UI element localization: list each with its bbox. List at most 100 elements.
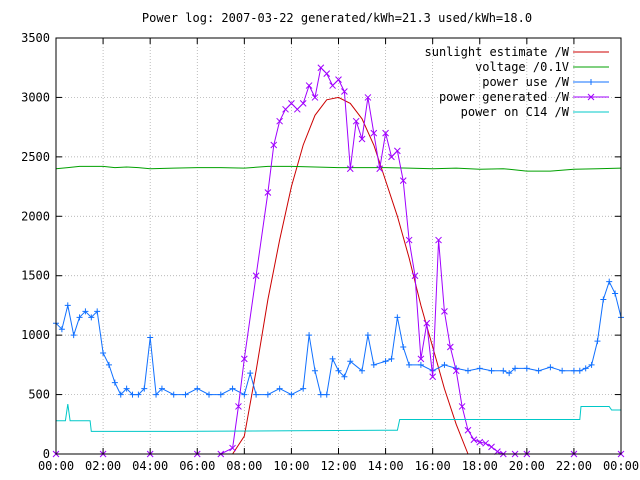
y-axis: 0 500 1000 1500 2000 2500 3000 3500 [21,31,621,461]
data-point [394,147,401,155]
data-point [141,385,148,392]
data-point [229,444,236,452]
data-point [606,278,613,285]
data-point [582,365,589,372]
x-tick-label: 04:00 [132,459,168,473]
data-point [417,361,424,368]
chart-title: Power log: 2007-03-22 generated/kWh=21.3… [142,11,532,25]
data-point [612,290,619,297]
data-point [206,391,213,398]
series-layer [52,64,625,458]
data-point [158,385,165,392]
data-point [370,129,378,137]
x-tick-label: 18:00 [462,459,498,473]
data-point [76,314,83,321]
data-point [594,338,601,345]
data-point [559,367,566,374]
data-point [335,76,342,83]
data-point [299,100,307,107]
data-point [264,391,271,398]
x-tick-label: 14:00 [368,459,404,473]
series-voltage-0-1v [55,165,622,172]
data-point [129,391,136,398]
x-tick-label: 00:00 [38,459,74,473]
series-power-on-c14-w [56,404,621,432]
data-point [323,70,331,78]
data-point [305,82,313,89]
data-point [482,439,489,447]
data-point [306,332,313,339]
data-point [352,117,360,125]
data-point [364,94,372,101]
x-tick-label: 16:00 [415,459,451,473]
data-point [240,355,248,363]
data-point [323,391,330,398]
data-point [194,385,201,392]
data-point [500,367,507,374]
data-point [358,135,366,143]
data-point [311,94,319,101]
data-point [182,391,189,398]
x-tick-label: 00:00 [603,459,639,473]
data-point [406,361,413,368]
data-point [300,385,307,392]
data-point [423,319,431,327]
data-point [247,370,254,377]
data-point [600,296,607,303]
legend-label: sunlight estimate /W [425,45,570,59]
data-point [270,141,278,149]
data-point [317,64,325,72]
data-point [241,391,248,398]
data-point [588,361,595,368]
legend-entry: voltage /0.1V [475,60,609,74]
legend-entry: power generated /W [439,90,609,104]
data-point [364,332,371,339]
data-point [217,391,224,398]
data-point [253,391,260,398]
data-point [382,129,389,137]
data-point [400,344,407,351]
data-point [229,385,236,392]
data-point [88,314,95,321]
data-point [123,385,130,392]
data-point [235,403,242,410]
legend-label: power generated /W [439,90,570,104]
data-point [70,332,77,339]
y-tick-label: 3500 [21,31,50,45]
data-point [523,365,530,372]
data-point [535,367,542,374]
data-point [100,349,107,356]
data-point [512,365,519,372]
data-point [153,391,160,398]
data-point [441,361,448,368]
data-point [476,365,483,372]
data-point [282,105,289,113]
y-tick-label: 0 [43,447,50,461]
data-point [464,426,472,434]
y-tick-label: 500 [28,388,50,402]
data-point [388,355,395,362]
data-point [370,361,377,368]
series-line [56,404,621,432]
data-point [276,117,283,125]
x-tick-label: 08:00 [226,459,262,473]
data-point [399,177,407,184]
data-point [105,361,112,368]
data-point [293,105,301,113]
data-point [329,355,336,362]
data-point [64,302,71,309]
y-tick-label: 3000 [21,90,50,104]
x-tick-label: 10:00 [273,459,309,473]
data-point [417,355,425,363]
data-point [347,358,354,365]
data-point [576,367,583,374]
x-tick-label: 12:00 [320,459,356,473]
data-point [394,314,401,321]
data-point [317,391,324,398]
data-point [506,370,513,377]
data-point [382,358,389,365]
x-tick-label: 20:00 [509,459,545,473]
data-point [452,367,460,375]
data-point [359,367,366,374]
